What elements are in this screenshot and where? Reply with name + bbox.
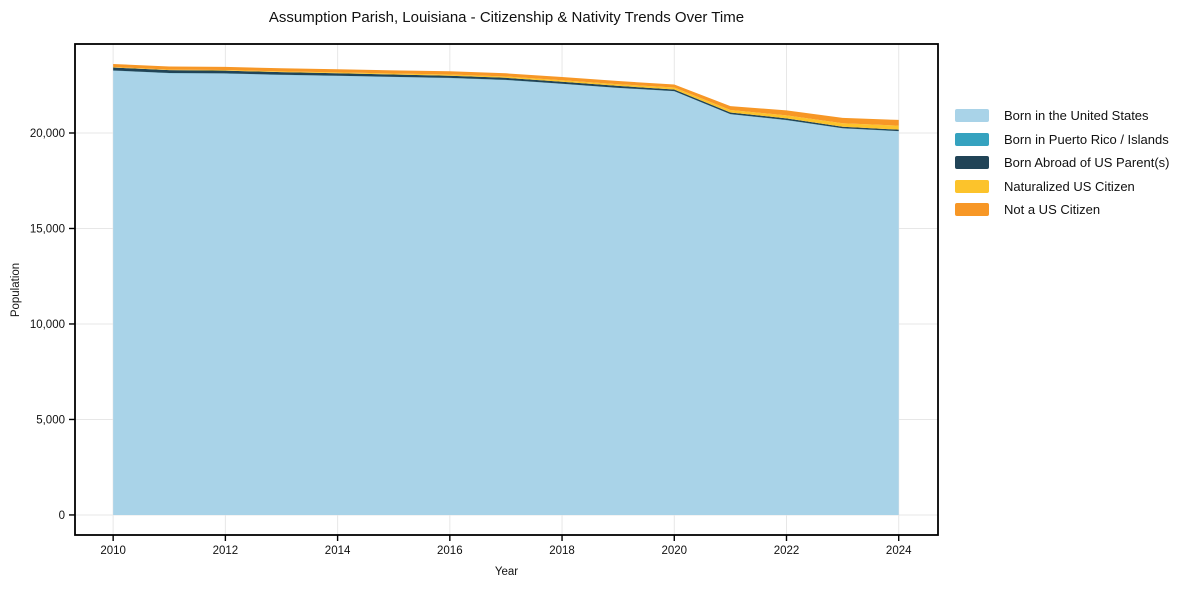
y-tick-label-20000: 20,000 — [30, 128, 65, 140]
x-tick-label-2022: 2022 — [774, 545, 800, 557]
legend-swatch-icon — [955, 109, 989, 123]
area-not-a-us-citizen — [113, 63, 899, 126]
x-tick-label-2014: 2014 — [325, 545, 351, 557]
y-tick-label-15000: 15,000 — [30, 223, 65, 235]
x-tick-label-2010: 2010 — [100, 545, 126, 557]
y-tick-label-0: 0 — [59, 510, 65, 522]
x-tick-label-2020: 2020 — [661, 545, 687, 557]
x-tick-label-2012: 2012 — [213, 545, 239, 557]
legend-swatch-icon — [955, 179, 989, 193]
legend-item-naturalized-us-citizen: Naturalized US Citizen — [955, 175, 1169, 199]
legend-label: Born Abroad of US Parent(s) — [1004, 155, 1170, 171]
legend-item-born-in-puerto-rico-islands: Born in Puerto Rico / Islands — [955, 128, 1169, 152]
legend-swatch-icon — [955, 156, 989, 170]
legend-item-not-a-us-citizen: Not a US Citizen — [955, 198, 1169, 222]
axes-frame — [74, 43, 939, 536]
area-born-in-the-united-states — [113, 70, 899, 515]
legend-swatch-icon — [955, 203, 989, 217]
legend-label: Naturalized US Citizen — [1004, 178, 1135, 194]
x-axis-label: Year — [494, 566, 519, 578]
legend-label: Not a US Citizen — [1004, 202, 1101, 218]
legend: Born in the United States Born in Puerto … — [955, 104, 1169, 222]
x-tick-label-2018: 2018 — [549, 545, 575, 557]
x-tick-label-2024: 2024 — [886, 545, 912, 557]
area-born-abroad-of-us-parent-s — [113, 67, 899, 132]
y-tick-label-10000: 10,000 — [30, 319, 65, 331]
legend-item-born-abroad-of-us-parent-s: Born Abroad of US Parent(s) — [955, 151, 1169, 175]
chart-title: Assumption Parish, Louisiana - Citizensh… — [268, 9, 745, 26]
y-tick-label-5000: 5,000 — [36, 414, 65, 426]
x-tick-label-2016: 2016 — [437, 545, 463, 557]
legend-label: Born in the United States — [1004, 108, 1149, 124]
legend-item-born-in-the-united-states: Born in the United States — [955, 104, 1169, 128]
legend-label: Born in Puerto Rico / Islands — [1004, 131, 1169, 147]
legend-swatch-icon — [955, 132, 989, 146]
